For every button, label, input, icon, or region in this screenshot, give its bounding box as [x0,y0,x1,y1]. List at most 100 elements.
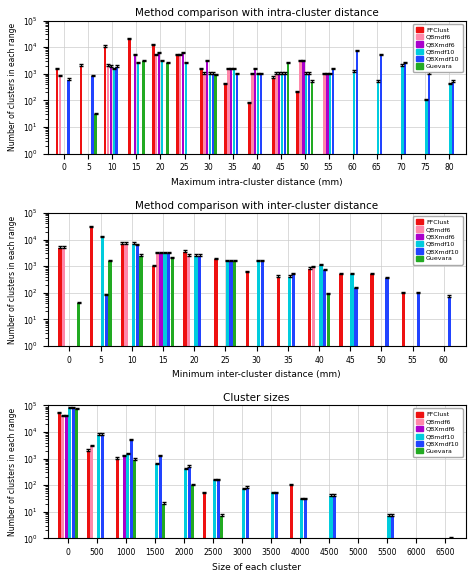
Bar [155,253,159,580]
Bar [109,67,112,580]
Bar [319,265,323,580]
Bar [91,77,94,580]
Bar [87,451,90,580]
Bar [257,74,259,580]
Bar [448,297,451,580]
Bar [236,74,238,580]
Bar [152,266,155,580]
Bar [248,103,251,580]
Bar [304,499,307,580]
Bar [139,256,143,580]
Bar [242,490,246,580]
Bar [214,75,217,580]
Bar [233,69,235,580]
Bar [305,74,308,580]
Bar [90,446,93,580]
Bar [425,100,428,580]
Bar [167,253,170,580]
Bar [283,74,286,580]
Bar [227,69,229,580]
Bar [246,488,249,580]
Bar [80,66,82,580]
Bar [327,294,330,580]
Bar [161,61,163,580]
Bar [158,53,160,580]
Bar [179,55,182,580]
Bar [452,82,455,580]
Bar [68,408,71,580]
Bar [176,55,179,580]
Bar [61,416,64,580]
Bar [125,244,128,580]
X-axis label: Size of each cluster: Size of each cluster [212,563,301,572]
Bar [56,69,58,580]
Bar [217,480,220,580]
Bar [200,69,202,580]
Bar [287,63,289,580]
Bar [183,252,186,580]
Bar [449,538,452,580]
Bar [326,74,328,580]
Bar [90,227,93,580]
Bar [101,237,104,580]
Legend: FFClust, QBmdf6, QBXmdf6, QBmdf10, QBXmdf10, Guevara: FFClust, QBmdf6, QBXmdf6, QBmdf10, QBXmd… [413,408,463,457]
Bar [292,274,295,580]
Bar [152,45,155,580]
Bar [116,67,118,580]
Bar [100,434,104,580]
Bar [137,63,139,580]
Bar [251,74,254,580]
Bar [377,82,380,580]
Bar [97,434,100,580]
Bar [356,51,358,580]
Bar [271,493,274,580]
Bar [302,61,304,580]
Bar [323,270,326,580]
Bar [213,480,216,580]
X-axis label: Minimum inter-cluster distance (mm): Minimum inter-cluster distance (mm) [172,370,341,379]
Bar [188,466,191,580]
Bar [275,74,278,580]
Bar [107,66,109,580]
Bar [428,74,430,580]
Bar [404,63,406,580]
Bar [163,253,166,580]
Bar [449,84,452,580]
Bar [203,493,206,580]
Bar [275,493,278,580]
Bar [194,256,198,580]
Bar [142,61,145,580]
Y-axis label: Number of clusters in each range: Number of clusters in each range [9,408,18,536]
Bar [77,303,81,580]
Bar [57,414,61,580]
Bar [108,262,111,580]
Bar [123,456,126,580]
Bar [203,74,206,580]
Bar [159,253,163,580]
Bar [261,262,264,580]
Bar [132,244,136,580]
Bar [350,274,354,580]
Bar [301,499,303,580]
Bar [128,39,130,580]
Bar [220,516,223,580]
Bar [171,258,174,580]
Bar [94,114,97,580]
Title: Method comparison with intra-cluster distance: Method comparison with intra-cluster dis… [135,8,378,19]
Bar [354,288,357,580]
Bar [182,53,184,580]
Bar [229,262,233,580]
Bar [290,485,293,580]
Bar [198,256,201,580]
Bar [129,440,133,580]
Bar [112,69,115,580]
Bar [332,69,334,580]
Bar [353,71,356,580]
Bar [104,47,107,580]
Bar [257,262,260,580]
Bar [134,55,137,580]
Bar [155,55,157,580]
Bar [67,79,70,580]
Bar [323,74,326,580]
Bar [136,245,139,580]
